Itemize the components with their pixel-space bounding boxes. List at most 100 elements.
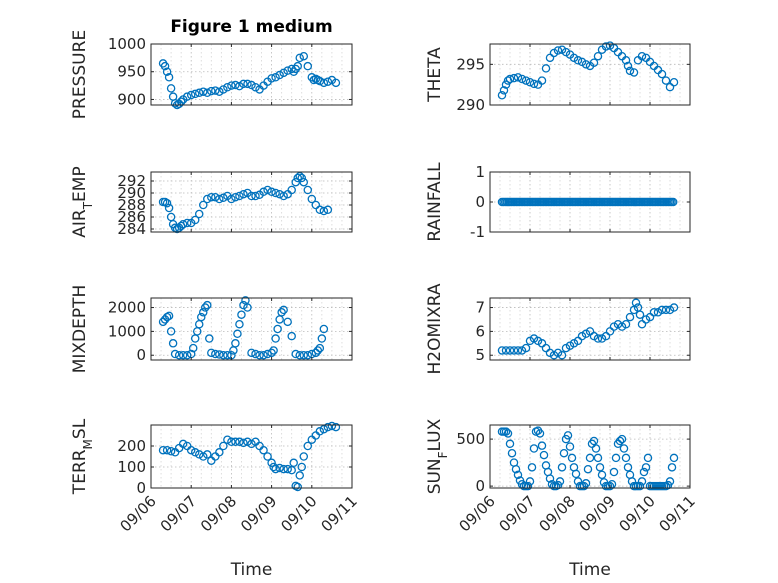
data-point bbox=[215, 350, 224, 359]
data-point bbox=[635, 310, 645, 319]
data-point bbox=[315, 343, 325, 353]
axes-frame bbox=[489, 43, 691, 106]
axes-frame bbox=[489, 424, 691, 489]
data-point bbox=[303, 185, 313, 195]
data-point bbox=[541, 64, 551, 73]
data-point bbox=[327, 421, 337, 431]
y-tick-label: 2000 bbox=[108, 299, 146, 317]
data-point bbox=[219, 441, 228, 451]
data-point bbox=[243, 79, 252, 89]
data-point bbox=[589, 436, 599, 446]
data-point bbox=[595, 463, 605, 472]
data-point bbox=[593, 453, 603, 463]
y-tick-label: -1 bbox=[470, 223, 485, 241]
data-point bbox=[182, 218, 192, 228]
data-point bbox=[164, 73, 174, 82]
data-point bbox=[287, 331, 296, 341]
data-point bbox=[227, 81, 236, 90]
data-point bbox=[313, 346, 323, 355]
data-point bbox=[597, 470, 607, 480]
axes-frame bbox=[150, 171, 353, 233]
subplot-theta: 290 295 THETA bbox=[425, 41, 691, 114]
data-point bbox=[178, 350, 188, 360]
data-point bbox=[205, 334, 214, 343]
data-point bbox=[275, 189, 284, 199]
data-point bbox=[315, 76, 325, 86]
data-point bbox=[611, 453, 621, 463]
data-point bbox=[259, 445, 268, 455]
data-point bbox=[207, 192, 216, 202]
data-point bbox=[297, 462, 306, 472]
data-point bbox=[269, 462, 278, 472]
data-point bbox=[207, 348, 216, 358]
data-point bbox=[227, 437, 236, 447]
data-point bbox=[267, 458, 276, 468]
data-point bbox=[661, 305, 671, 315]
data-point bbox=[559, 448, 569, 458]
data-point bbox=[625, 312, 635, 322]
y-axis-label: AIRTEMP bbox=[70, 166, 95, 237]
data-point bbox=[505, 439, 515, 449]
data-point bbox=[188, 343, 198, 353]
y-axis-label: MIXDEPTH bbox=[70, 285, 90, 374]
data-point bbox=[331, 78, 341, 88]
data-point bbox=[215, 87, 224, 96]
x-axis-label: Time bbox=[568, 560, 611, 580]
y-tick-label: 7 bbox=[475, 299, 485, 317]
data-point bbox=[303, 441, 313, 451]
data-point bbox=[557, 463, 567, 472]
y-tick-label: 284 bbox=[117, 220, 146, 238]
data-point bbox=[553, 46, 563, 55]
data-point bbox=[621, 319, 631, 329]
y-tick-label: 6 bbox=[475, 322, 485, 340]
data-point bbox=[231, 192, 240, 202]
data-point bbox=[291, 177, 300, 187]
data-point bbox=[289, 458, 298, 468]
y-tick-label: 1 bbox=[475, 163, 485, 181]
data-point bbox=[661, 76, 671, 85]
data-point bbox=[174, 350, 184, 360]
data-point bbox=[279, 305, 288, 315]
data-point bbox=[275, 70, 284, 80]
data-point bbox=[591, 444, 601, 453]
data-point bbox=[567, 453, 577, 463]
data-point bbox=[259, 187, 268, 197]
data-point bbox=[537, 441, 547, 450]
data-point bbox=[267, 348, 276, 358]
y-tick-label: 0 bbox=[475, 193, 485, 211]
data-point bbox=[199, 87, 208, 96]
data-point bbox=[319, 324, 329, 334]
data-point bbox=[243, 437, 252, 447]
y-tick-label: 290 bbox=[456, 96, 485, 114]
y-tick-label: 500 bbox=[456, 430, 485, 448]
axes-frame bbox=[150, 297, 353, 361]
data-point bbox=[295, 471, 304, 480]
data-point bbox=[639, 467, 649, 477]
data-point bbox=[196, 312, 206, 322]
data-point bbox=[199, 452, 208, 461]
data-point bbox=[271, 464, 280, 474]
data-point bbox=[194, 209, 204, 219]
data-point bbox=[190, 89, 200, 99]
y-tick-label: 286 bbox=[117, 208, 146, 226]
data-point bbox=[166, 327, 176, 336]
y-tick-label: 200 bbox=[117, 437, 146, 455]
data-point bbox=[497, 90, 507, 100]
y-tick-label: 290 bbox=[117, 184, 146, 202]
data-point bbox=[263, 349, 272, 359]
data-point bbox=[269, 346, 278, 355]
data-point bbox=[279, 68, 288, 78]
data-point bbox=[231, 437, 240, 447]
data-point bbox=[617, 434, 627, 444]
data-point bbox=[215, 194, 224, 204]
data-point bbox=[585, 453, 595, 463]
data-point bbox=[555, 477, 565, 486]
y-tick-label: 0 bbox=[475, 477, 485, 495]
data-point bbox=[619, 444, 629, 453]
data-point bbox=[517, 74, 527, 84]
data-point bbox=[581, 479, 591, 488]
data-point bbox=[637, 51, 647, 61]
data-point bbox=[190, 448, 200, 457]
data-point bbox=[643, 453, 653, 463]
